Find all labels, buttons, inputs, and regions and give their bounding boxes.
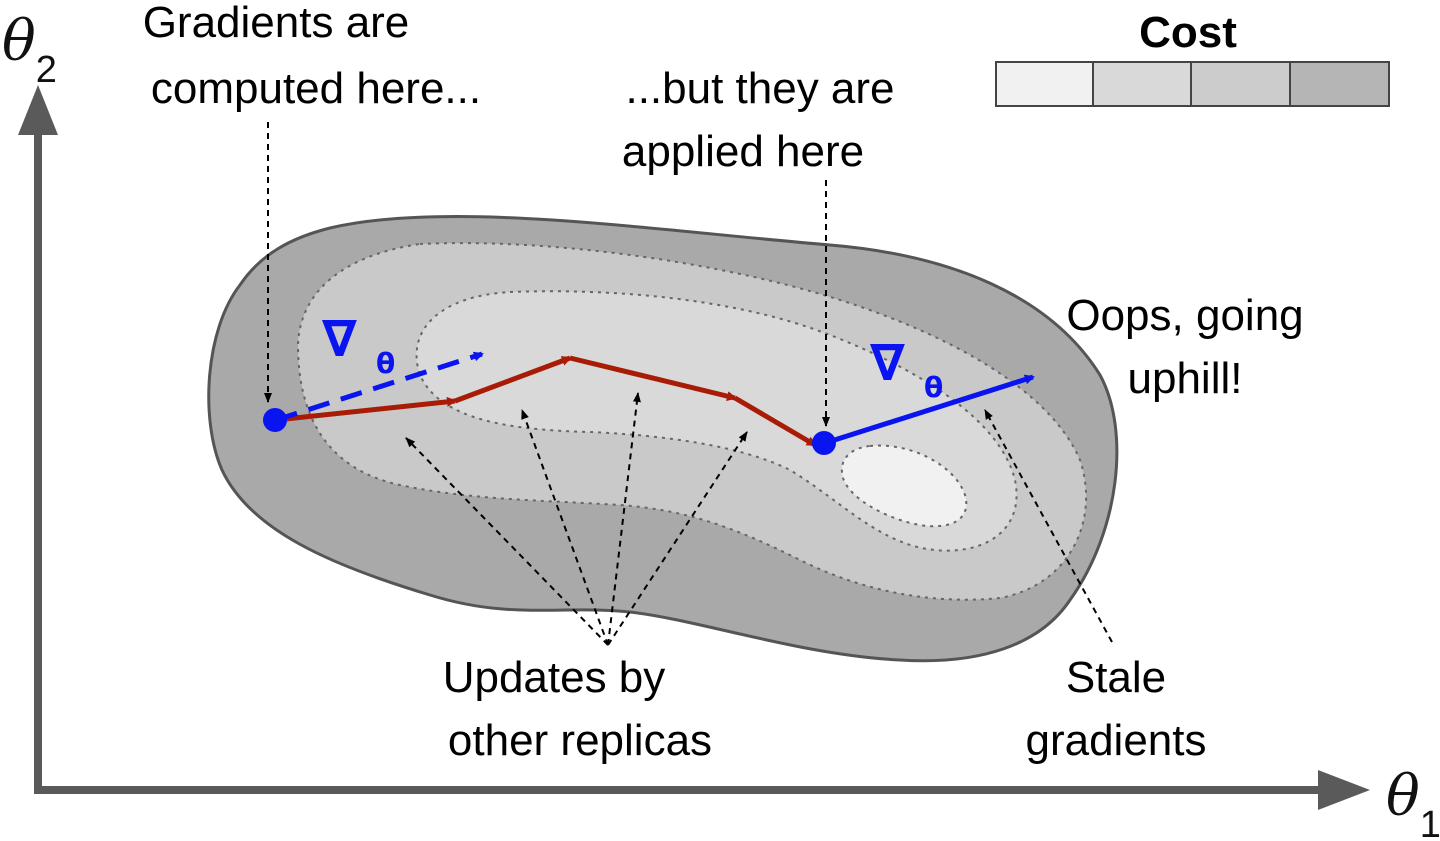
theta-subscript: θ [924,371,943,404]
y-axis-symbol: θ [2,9,36,74]
gradient-symbol-computed: ∇ θ [322,310,395,380]
cost-region-minimum [840,444,968,528]
label-gradients-computed-line1: Gradients are [143,0,410,47]
label-stale-line1: Stale [1066,653,1166,702]
x-axis-symbol: θ [1386,764,1420,829]
y-axis-label: θ2 [2,9,57,91]
update-arrow-2 [454,355,572,404]
label-updates-line2: other replicas [448,716,712,765]
callout-pointers [264,122,1113,646]
pointer-update-1 [405,437,609,646]
x-axis-arrowhead [1318,770,1370,810]
legend-swatch-1 [995,61,1094,107]
label-updates-line1: Updates by [443,653,666,702]
pointer-update-3 [607,392,641,646]
label-applied-line1: ...but they are [625,64,894,113]
label-oops-line2: uphill! [1128,354,1243,403]
gradient-applied-point [812,431,836,455]
y-axis-arrowhead [18,85,58,135]
legend-swatch-4 [1289,61,1390,107]
label-stale-line2: gradients [1025,716,1206,765]
pointer-stale-gradients [984,409,1113,643]
pointer-update-4 [607,431,748,646]
legend-swatch-3 [1190,61,1291,107]
nabla-symbol: ∇ [870,334,905,392]
gradient-computed-point [263,408,287,432]
update-arrow-3 [569,355,737,401]
pointer-update-2 [521,409,609,646]
nabla-symbol: ∇ [322,310,357,368]
replica-update-path [275,355,817,448]
x-axis-subscript: 1 [1420,804,1440,841]
legend-swatch-2 [1092,61,1192,107]
label-oops-line1: Oops, going [1066,291,1303,340]
cost-legend-bar [995,61,1390,107]
y-axis-subscript: 2 [36,49,57,91]
applied-gradient-arrow [824,374,1035,446]
label-applied-line2: applied here [622,127,864,176]
update-arrow-4 [733,395,817,448]
update-arrow-1 [275,396,457,423]
computed-gradient-arrow [275,351,484,423]
theta-subscript: θ [376,347,395,380]
legend-title: Cost [1139,8,1237,57]
label-gradients-computed-line2: computed here... [151,64,481,113]
gradient-symbol-applied: ∇ θ [870,334,943,404]
x-axis-label: θ1 [1386,764,1440,841]
